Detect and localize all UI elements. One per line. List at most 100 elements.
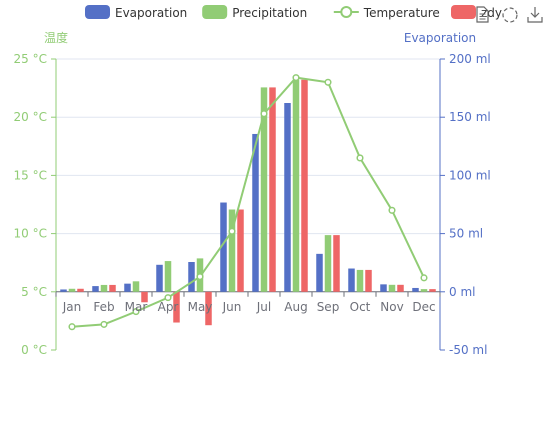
bar-evaporation: [220, 202, 227, 292]
bar-precipitation: [420, 289, 428, 292]
x-tick-label: Jun: [222, 300, 242, 314]
y-right-tick-label: 150 ml: [449, 110, 491, 124]
bars: [60, 79, 436, 326]
x-tick-label: Nov: [380, 300, 403, 314]
x-tick-label: Feb: [93, 300, 114, 314]
point-temperature: [100, 320, 108, 328]
legend-label: Precipitation: [232, 6, 307, 20]
legend-label: Temperature: [363, 6, 440, 20]
y-left-tick-label: 20 °C: [14, 110, 47, 124]
legend: Evaporation Precipitation Temperature zdy: [85, 5, 502, 20]
x-tick-label: Jul: [256, 300, 271, 314]
y-right-tick-label: -50 ml: [449, 343, 487, 357]
tick-labels: 0 °C 5 °C 10 °C 15 °C 20 °C 25 °C -50 ml 0 ml 50…: [14, 30, 491, 357]
data-view-icon[interactable]: [476, 6, 489, 23]
bar-zdy: [365, 269, 372, 292]
bar-precipitation: [132, 281, 140, 292]
bar-evaporation: [60, 289, 67, 292]
bar-zdy: [173, 291, 180, 323]
x-tick-label: Aug: [284, 300, 307, 314]
legend-item-precipitation[interactable]: Precipitation: [202, 5, 307, 20]
bar-zdy: [333, 235, 340, 292]
y-left-axis-name: 温度: [44, 30, 68, 45]
y-left-tick-label: 15 °C: [14, 168, 47, 182]
y-right-tick-label: 100 ml: [449, 168, 491, 182]
point-temperature: [420, 274, 428, 282]
bar-evaporation: [348, 268, 355, 292]
x-tick-label: Oct: [350, 300, 371, 314]
x-tick-label: Dec: [412, 300, 435, 314]
point-temperature: [228, 227, 236, 235]
x-tick-label: Sep: [317, 300, 340, 314]
legend-swatch-point: [340, 6, 353, 18]
bar-precipitation: [324, 235, 332, 292]
legend-swatch: [85, 5, 110, 19]
bar-evaporation: [316, 253, 323, 292]
x-tick-label: Jan: [62, 300, 82, 314]
point-temperature: [68, 323, 76, 331]
legend-swatch: [451, 5, 476, 19]
y-left-tick-label: 10 °C: [14, 227, 47, 241]
bar-precipitation: [100, 284, 108, 292]
bar-evaporation: [188, 262, 195, 292]
bar-precipitation: [292, 79, 300, 292]
x-tick-label: Apr: [158, 300, 179, 314]
y-left-tick-label: 25 °C: [14, 52, 47, 66]
restore-circle: [502, 7, 518, 23]
x-tick-label: May: [188, 300, 213, 314]
save-tray: [527, 17, 543, 23]
data-view-outline: [476, 6, 489, 23]
bar-zdy: [77, 288, 84, 292]
bar-precipitation: [68, 288, 76, 292]
point-temperature: [324, 78, 332, 86]
y-right-tick-label: 50 ml: [449, 227, 483, 241]
legend-label: Evaporation: [115, 6, 187, 20]
line-temperature: [71, 76, 425, 328]
bar-evaporation: [380, 284, 387, 292]
legend-label: zdy: [481, 6, 502, 20]
y-right-tick-label: 0 ml: [449, 285, 475, 299]
legend-item-temperature[interactable]: Temperature: [333, 6, 440, 20]
bar-zdy: [141, 291, 148, 303]
bar-evaporation: [252, 133, 259, 292]
y-left-tick-label: 5 °C: [21, 285, 47, 299]
point-temperature: [196, 273, 204, 281]
save-arrow-head: [530, 12, 540, 18]
bar-zdy: [269, 87, 276, 292]
temperature-line: [68, 74, 428, 331]
point-temperature: [388, 206, 396, 214]
point-temperature: [132, 308, 140, 316]
y-right-tick-label: 200 ml: [449, 52, 491, 66]
bar-evaporation: [284, 102, 291, 292]
point-temperature: [356, 154, 364, 162]
bar-zdy: [429, 289, 436, 292]
restore-icon[interactable]: [502, 7, 518, 23]
bar-precipitation: [228, 209, 236, 292]
bar-zdy: [109, 284, 116, 292]
bar-evaporation: [92, 286, 99, 292]
bar-zdy: [397, 284, 404, 292]
y-left-tick-label: 0 °C: [21, 343, 47, 357]
bar-precipitation: [388, 284, 396, 292]
x-tick-label: Mar: [125, 300, 148, 314]
bar-evaporation: [412, 287, 419, 292]
legend-item-evaporation[interactable]: Evaporation: [85, 5, 187, 20]
toolbox: [476, 6, 543, 23]
point-temperature: [292, 74, 300, 82]
bar-zdy: [205, 291, 212, 326]
bar-evaporation: [156, 264, 163, 292]
save-image-icon[interactable]: [527, 7, 543, 23]
point-temperature: [164, 294, 172, 302]
bar-zdy: [301, 79, 308, 292]
bar-zdy: [237, 209, 244, 292]
y-right-axis-name: Evaporation: [404, 31, 476, 45]
bar-evaporation: [124, 283, 131, 292]
bar-precipitation: [260, 87, 268, 292]
axes: [51, 58, 445, 351]
point-temperature: [260, 110, 268, 118]
legend-swatch: [202, 5, 228, 19]
bar-precipitation: [164, 261, 172, 292]
bar-precipitation: [356, 269, 364, 292]
